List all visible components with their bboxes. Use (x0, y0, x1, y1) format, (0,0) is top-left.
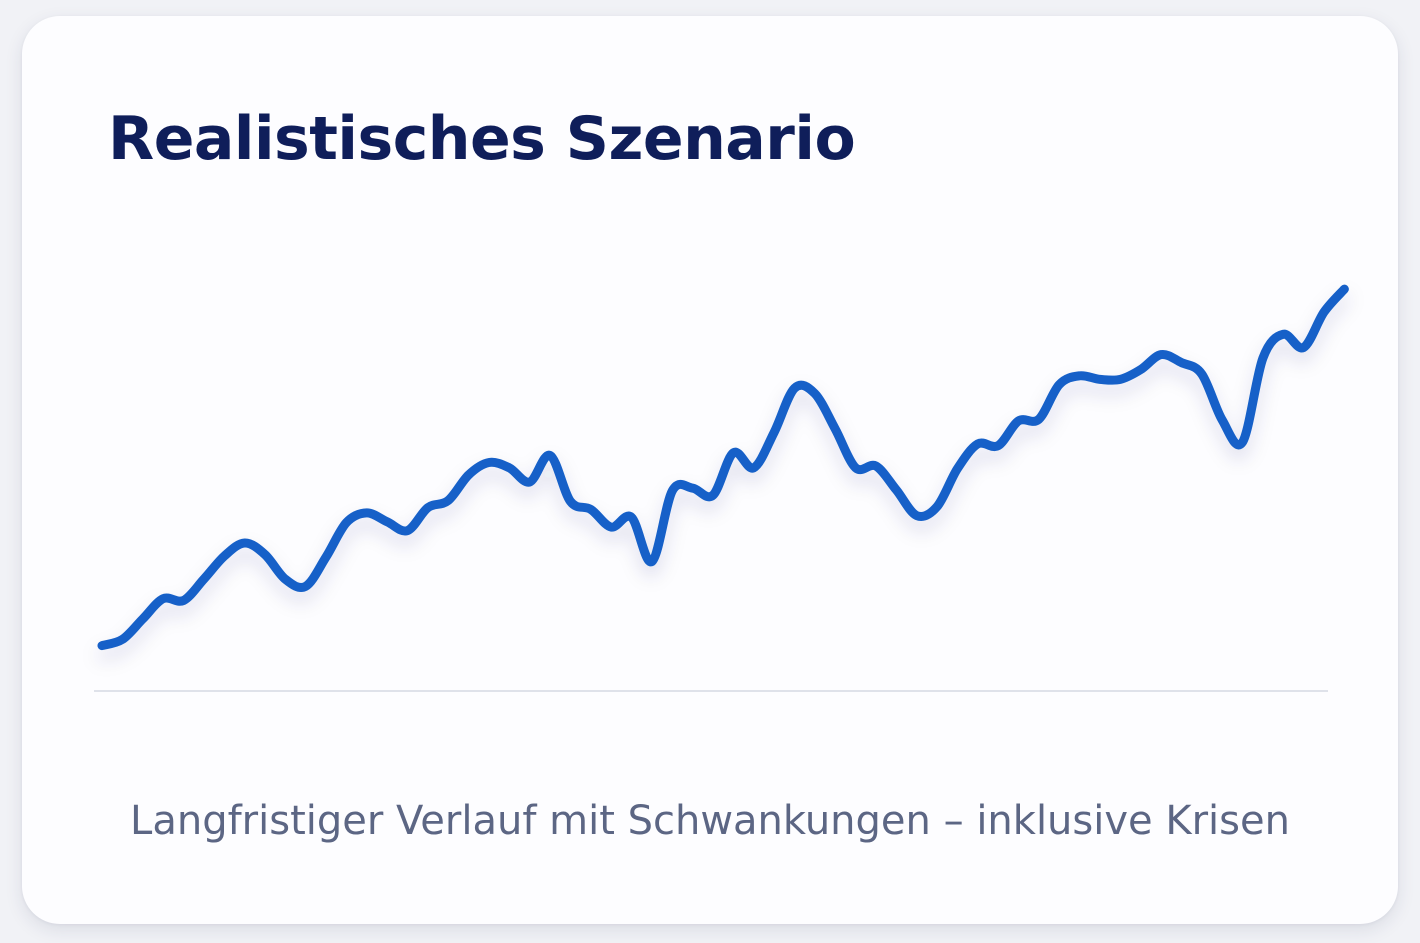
data-point-8 (261, 551, 269, 559)
data-point-60 (1320, 308, 1328, 316)
data-point-42 (953, 465, 961, 473)
data-point-47 (1055, 381, 1063, 389)
data-point-21 (526, 478, 534, 486)
data-point-9 (281, 575, 289, 583)
data-point-37 (852, 464, 860, 472)
data-point-45 (1015, 417, 1023, 425)
data-point-22 (546, 451, 554, 459)
data-point-58 (1279, 330, 1287, 338)
data-point-54 (1198, 370, 1206, 378)
data-point-38 (872, 462, 880, 470)
data-point-6 (220, 552, 228, 560)
data-point-35 (811, 390, 819, 398)
data-point-24 (587, 505, 595, 513)
data-point-3 (159, 595, 167, 603)
data-point-16 (424, 504, 432, 512)
data-point-56 (1239, 438, 1247, 446)
data-point-55 (1218, 416, 1226, 424)
data-point-49 (1096, 375, 1104, 383)
card-caption: Langfristiger Verlauf mit Schwankungen –… (130, 798, 1290, 844)
data-point-44 (994, 442, 1002, 450)
data-point-61 (1340, 285, 1348, 293)
data-point-14 (383, 518, 391, 526)
data-point-2 (139, 615, 147, 623)
data-point-59 (1300, 344, 1308, 352)
data-point-53 (1177, 359, 1185, 367)
data-point-15 (404, 527, 412, 535)
card-title: Realistisches Szenario (108, 104, 856, 174)
data-point-36 (831, 425, 839, 433)
line-chart (94, 284, 1349, 692)
data-point-48 (1076, 372, 1084, 380)
data-point-51 (1137, 366, 1145, 374)
data-point-18 (465, 471, 473, 479)
data-point-50 (1116, 375, 1124, 383)
data-point-7 (241, 539, 249, 547)
data-point-1 (118, 635, 126, 643)
data-point-12 (342, 519, 350, 527)
data-point-29 (689, 484, 697, 492)
data-point-4 (180, 597, 188, 605)
data-point-52 (1157, 351, 1165, 359)
data-point-30 (709, 491, 717, 499)
data-point-32 (750, 464, 758, 472)
data-point-23 (566, 497, 574, 505)
series-line (97, 284, 1349, 651)
data-point-33 (770, 428, 778, 436)
data-point-17 (444, 497, 452, 505)
scenario-card: Realistisches Szenario Langfristiger Ver… (22, 16, 1398, 924)
data-point-46 (1035, 415, 1043, 423)
data-point-19 (485, 459, 493, 467)
data-point-20 (505, 464, 513, 472)
data-point-34 (791, 384, 799, 392)
data-point-5 (200, 575, 208, 583)
data-point-0 (98, 642, 106, 650)
data-point-57 (1259, 354, 1267, 362)
data-point-39 (892, 486, 900, 494)
data-point-41 (933, 503, 941, 511)
data-point-26 (628, 513, 636, 521)
data-point-13 (363, 509, 371, 517)
data-point-43 (974, 440, 982, 448)
data-point-27 (648, 558, 656, 566)
data-point-10 (302, 582, 310, 590)
data-point-40 (913, 512, 921, 520)
data-point-25 (607, 523, 615, 531)
data-point-28 (668, 487, 676, 495)
data-point-31 (729, 449, 737, 457)
data-point-11 (322, 553, 330, 561)
